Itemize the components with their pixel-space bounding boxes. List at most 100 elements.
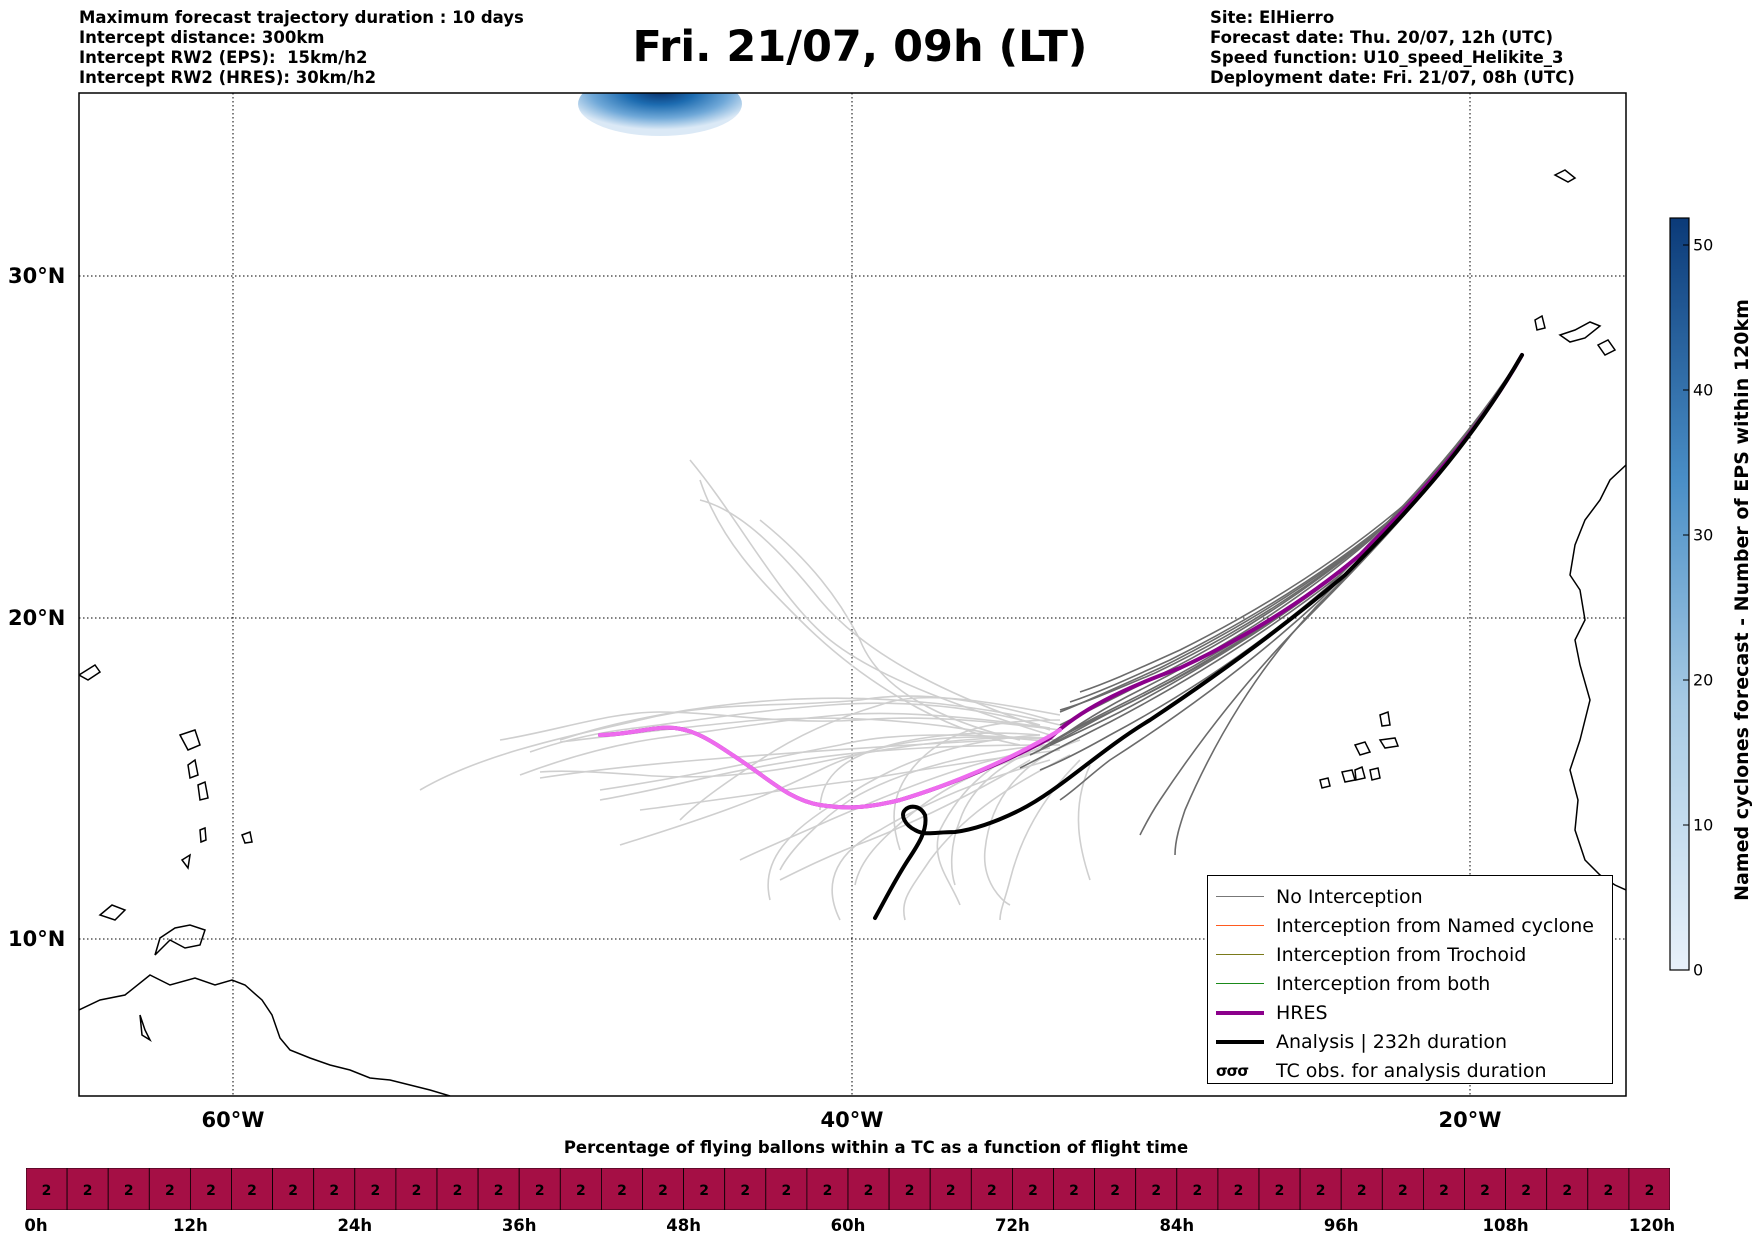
timebar-cell-value: 2 [1398, 1183, 1408, 1199]
legend-item-no-interception: No Interception [1216, 882, 1604, 911]
param-line: Intercept RW2 (HRES): 30km/h2 [79, 68, 377, 87]
timebar-cell-value: 2 [1316, 1183, 1326, 1199]
timebar-cell [354, 1168, 397, 1210]
timebar-cell-value: 2 [288, 1183, 298, 1199]
timebar-cell [148, 1168, 191, 1210]
timebar-cell [231, 1168, 273, 1210]
legend-label: Interception from Named cyclone [1276, 914, 1594, 937]
timebar-cell-value: 2 [1151, 1183, 1161, 1199]
lat-label-10n: 10°N [8, 927, 66, 951]
legend-label: HRES [1276, 1001, 1328, 1024]
timebar-cell [1258, 1168, 1301, 1210]
param-line: Intercept distance: 300km [79, 28, 325, 47]
timebar-cell-value: 2 [494, 1183, 504, 1199]
timebar-cell-value: 2 [1069, 1183, 1079, 1199]
timebar-cell-value: 2 [946, 1183, 956, 1199]
site-info: Site: ElHierro Forecast date: Thu. 20/07… [1210, 8, 1575, 88]
timebar-cell [970, 1168, 1013, 1210]
map-frame [78, 92, 1627, 1097]
legend-swatch [1216, 925, 1264, 926]
deployment-date-line: Deployment date: Fri. 21/07, 08h (UTC) [1210, 68, 1575, 87]
coastlines [79, 169, 1626, 1096]
legend-item-named-cyclone: Interception from Named cyclone [1216, 911, 1604, 940]
timebar-cell [929, 1168, 972, 1210]
timebar-cell [1340, 1168, 1383, 1210]
speed-function-line: Speed function: U10_speed_Helikite_3 [1210, 48, 1564, 67]
timebar-cell [642, 1168, 684, 1210]
timebar-cell-value: 2 [617, 1183, 627, 1199]
legend-label: Analysis | 232h duration [1276, 1030, 1508, 1053]
page-title: Fri. 21/07, 09h (LT) [632, 22, 1088, 72]
timebar-cell-value: 2 [658, 1183, 668, 1199]
timebar-cell [683, 1168, 726, 1210]
timebar-cell [1053, 1168, 1095, 1210]
timebar-cell-value: 2 [1562, 1183, 1572, 1199]
timebar-tick-label: 36h [501, 1216, 537, 1235]
timebar-cell [847, 1168, 890, 1210]
param-line: Maximum forecast trajectory duration : 1… [79, 8, 524, 27]
timebar-cell-value: 2 [206, 1183, 216, 1199]
timebar-cell-value: 2 [1234, 1183, 1244, 1199]
timebar-cell-value: 2 [42, 1183, 52, 1199]
legend-label: No Interception [1276, 885, 1423, 908]
timebar-cell [66, 1168, 109, 1210]
timebar-cell [1381, 1168, 1424, 1210]
timebar-cell-value: 2 [987, 1183, 997, 1199]
timebar-cell-value: 2 [1192, 1183, 1202, 1199]
timebar-tick-label: 48h [666, 1216, 701, 1235]
timebar-cell [477, 1168, 520, 1210]
timebar-tick-label: 96h [1323, 1216, 1359, 1235]
timebar-cell-value: 2 [1521, 1183, 1531, 1199]
colorbar [1669, 217, 1690, 971]
timebar-cell-value: 2 [453, 1183, 463, 1199]
timebar-cell [559, 1168, 602, 1210]
analysis-trajectory [873, 353, 1524, 920]
legend-label: Interception from both [1276, 972, 1491, 995]
timebar-tick-label: 120h [1628, 1216, 1676, 1235]
timebar-cell-value: 2 [535, 1183, 545, 1199]
timebar-cell-value: 2 [247, 1183, 257, 1199]
timebar-cell-value: 2 [329, 1183, 339, 1199]
timebar: 2 2 2 2 2 2 2 2 2 2 2 2 2 2 2 2 2 2 2 2 2 2 2 2 2 2 2 2 2 2 2 2 2 2 2 2 2 2 2 2 [26, 1168, 1670, 1210]
legend-label: Interception from Trochoid [1276, 943, 1527, 966]
timebar-cell [1217, 1168, 1260, 1210]
timebar-cell-value: 2 [740, 1183, 750, 1199]
legend-label: TC obs. for analysis duration [1276, 1059, 1547, 1082]
colorbar-tick-label: 0 [1693, 960, 1704, 980]
timebar-cell [313, 1168, 356, 1210]
timebar-cell-value: 2 [1357, 1183, 1367, 1199]
timebar-cell-value: 2 [165, 1183, 175, 1199]
colorbar-tick-label: 10 [1693, 815, 1714, 835]
timebar-cell [1299, 1168, 1342, 1210]
timebar-cell-value: 2 [124, 1183, 134, 1199]
timebar-cell [1094, 1168, 1137, 1210]
legend-swatch [1216, 983, 1264, 984]
timebar-cell-value: 2 [823, 1183, 833, 1199]
forecast-date-line: Forecast date: Thu. 20/07, 12h (UTC) [1210, 28, 1554, 47]
lon-label-40w: 40°W [820, 1108, 884, 1132]
legend-item-trochoid: Interception from Trochoid [1216, 940, 1604, 969]
timebar-cell-value: 2 [1480, 1183, 1490, 1199]
timebar-cell [1423, 1168, 1465, 1210]
colorbar-title: Named cyclones forecast - Number of EPS … [1731, 299, 1752, 901]
lat-label-30n: 30°N [8, 264, 66, 288]
timebar-cell-value: 2 [781, 1183, 791, 1199]
timebar-cell-value: 2 [83, 1183, 93, 1199]
timebar-cell-value: 2 [1028, 1183, 1038, 1199]
timebar-tick-label: 84h [1159, 1216, 1195, 1235]
timebar-cell [888, 1168, 931, 1210]
timebar-tick-label: 24h [337, 1216, 373, 1235]
colorbar-ticks [1683, 244, 1689, 971]
timebar-cell-value: 2 [576, 1183, 586, 1199]
site-line: Site: ElHierro [1210, 8, 1335, 27]
hres-trajectory-extended [598, 725, 1062, 810]
timebar-cell [1587, 1168, 1630, 1210]
legend-item-tc-obs: σσσ TC obs. for analysis duration [1216, 1056, 1604, 1085]
legend-swatch [1216, 896, 1264, 897]
colorbar-tick-label: 30 [1693, 525, 1714, 545]
timebar-cell [107, 1168, 150, 1210]
timebar-cell [1012, 1168, 1054, 1210]
timebar-cell-value: 2 [1275, 1183, 1285, 1199]
timebar-title: Percentage of flying ballons within a TC… [563, 1138, 1189, 1157]
map-legend: No Interception Interception from Named … [1207, 875, 1613, 1084]
